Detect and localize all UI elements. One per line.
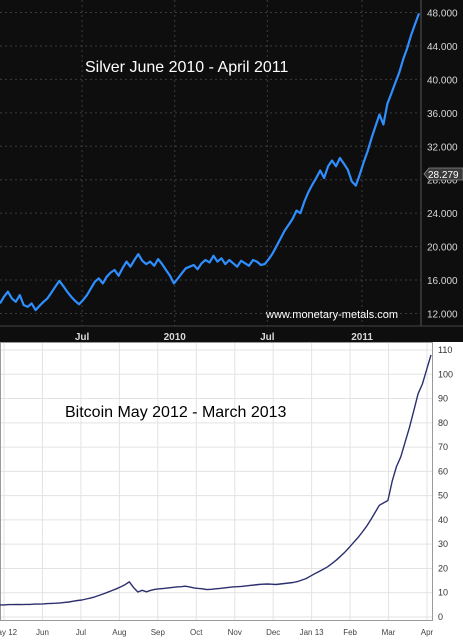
silver-x-tick-label: 2010 [164, 332, 187, 342]
bitcoin-plot-frame [0, 342, 433, 621]
bitcoin-x-tick-label: Sep [151, 628, 166, 637]
silver-plot-background [0, 0, 463, 342]
silver-last-value-label: 28.279 [428, 170, 459, 181]
bitcoin-x-tick-label: Oct [190, 628, 203, 637]
bitcoin-y-tick-label: 50 [438, 491, 448, 501]
silver-y-ticks: 48.000 44.000 40.000 36.000 32.000 28.000 24.0… [427, 9, 458, 321]
silver-x-tick-label: Jul [75, 332, 90, 342]
bitcoin-x-tick-label: Aug [112, 628, 126, 637]
silver-y-tick-label: 12.000 [427, 309, 458, 320]
bitcoin-y-tick-label: 100 [438, 369, 453, 379]
bitcoin-x-tick-label: Apr [421, 628, 434, 637]
silver-chart-title: Silver June 2010 - April 2011 [85, 59, 288, 76]
bitcoin-x-tick-label: Dec [266, 628, 280, 637]
bitcoin-y-tick-label: 30 [438, 539, 448, 549]
bitcoin-x-tick-label: Mar [382, 628, 396, 637]
silver-x-tick-label: 2011 [351, 332, 373, 342]
bitcoin-y-tick-label: 80 [438, 418, 448, 428]
silver-y-tick-label: 40.000 [427, 75, 458, 86]
silver-price-line [0, 13, 421, 312]
bitcoin-x-tick-label: Jun [36, 628, 49, 637]
bitcoin-y-tick-label: 90 [438, 394, 448, 404]
bitcoin-y-tick-label: 70 [438, 442, 448, 452]
silver-y-tick-label: 36.000 [427, 109, 458, 120]
bitcoin-x-ticks: May 12 Jun Jul Aug Sep Oct Nov Dec Jan 13 Feb Mar A… [0, 628, 434, 637]
silver-watermark: www.monetary-metals.com [265, 309, 398, 321]
bitcoin-y-tick-label: 20 [438, 563, 448, 573]
bitcoin-x-tick-label: May 12 [0, 628, 18, 637]
bitcoin-y-tick-label: 0 [438, 612, 443, 622]
bitcoin-y-tick-label: 10 [438, 588, 448, 598]
silver-y-tick-label: 24.000 [427, 209, 458, 220]
bitcoin-x-tick-label: Jul [76, 628, 86, 637]
silver-y-tick-label: 32.000 [427, 142, 458, 153]
silver-y-tick-label: 20.000 [427, 243, 458, 254]
bitcoin-chart-title: Bitcoin May 2012 - March 2013 [65, 404, 287, 421]
bitcoin-x-tick-label: Feb [343, 628, 357, 637]
silver-x-tick-label: Jul [260, 332, 275, 342]
bitcoin-x-tick-label: Jan 13 [300, 628, 325, 637]
bitcoin-plot-background [0, 342, 463, 641]
bitcoin-y-tick-label: 40 [438, 515, 448, 525]
silver-x-ticks: Jul 2010 Jul 2011 [75, 332, 373, 342]
bitcoin-y-tick-label: 110 [438, 345, 452, 355]
silver-chart: 48.000 44.000 40.000 36.000 32.000 28.000 24.0… [0, 0, 463, 342]
bitcoin-x-tick-label: Nov [228, 628, 242, 637]
silver-y-tick-label: 16.000 [427, 276, 458, 287]
bitcoin-price-line [0, 354, 432, 606]
silver-y-tick-label: 44.000 [427, 42, 458, 53]
silver-y-tick-label: 48.000 [427, 9, 458, 20]
silver-y-tick-label: 28.000 [427, 176, 458, 187]
silver-last-value-flag: 28.279 [423, 167, 463, 181]
bitcoin-gridlines [0, 342, 432, 620]
silver-gridlines [0, 0, 421, 326]
bitcoin-y-tick-label: 60 [438, 466, 448, 476]
